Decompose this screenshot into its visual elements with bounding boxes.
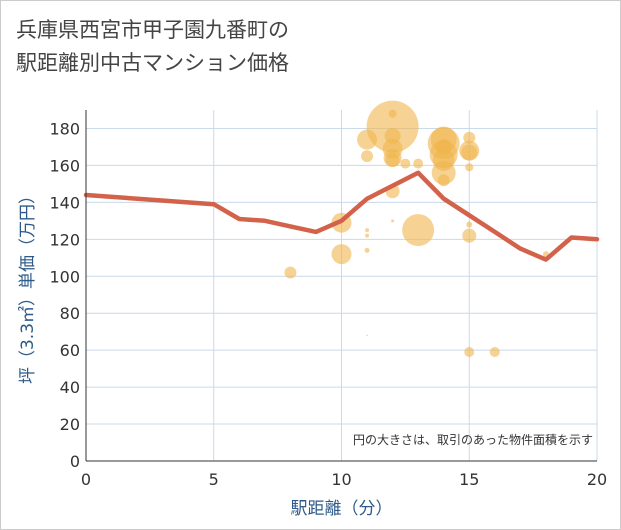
size-note: 円の大きさは、取引のあった物件面積を示す — [353, 432, 593, 447]
bubble-point — [391, 219, 395, 223]
bubble-point — [366, 334, 368, 337]
y-tick-label: 100 — [49, 267, 80, 286]
y-tick-label: 140 — [49, 193, 80, 212]
y-tick-label: 40 — [60, 378, 80, 397]
bubble-point — [413, 158, 424, 169]
x-tick-label: 0 — [81, 470, 91, 489]
bubble-point — [435, 138, 452, 155]
bubble-point — [357, 129, 378, 150]
bubble-point — [432, 148, 455, 171]
bubble-point — [489, 347, 500, 358]
x-tick-label: 5 — [209, 470, 219, 489]
bubble-point — [365, 233, 370, 238]
bubble-point — [366, 100, 419, 153]
bubble-point — [388, 109, 397, 118]
line-series — [83, 170, 600, 262]
bubble-point — [464, 347, 475, 358]
y-tick-label: 0 — [70, 452, 80, 471]
bubble-point — [361, 150, 374, 163]
average-price-line — [83, 170, 600, 262]
chart-title-line-1: 兵庫県西宮市甲子園九番町の — [16, 18, 289, 42]
grid-lines — [86, 110, 598, 461]
y-tick-label: 160 — [49, 156, 80, 175]
chart-title-line-2: 駅距離別中古マンション価格 — [16, 51, 289, 75]
y-tick-label: 120 — [49, 230, 80, 249]
bubble-point — [402, 214, 435, 247]
bubble-point — [437, 174, 450, 187]
bubble-point — [462, 228, 477, 243]
bubble-point — [385, 152, 400, 167]
bubble-point — [461, 144, 478, 161]
x-tick-label: 15 — [459, 470, 479, 489]
bubble-point — [365, 228, 370, 233]
y-tick-label: 80 — [60, 304, 80, 323]
y-tick-label: 180 — [49, 119, 80, 138]
y-axis-label: 坪（3.3㎡）単価（万円） — [18, 187, 38, 384]
bubble-point — [364, 247, 370, 253]
bubble-point — [463, 131, 476, 144]
bubble-point — [400, 158, 411, 169]
y-tick-label: 20 — [60, 415, 80, 434]
x-axis-label: 駅距離（分） — [291, 499, 393, 519]
x-tick-label: 10 — [331, 470, 351, 489]
bubble-point — [384, 127, 401, 144]
chart-title: 兵庫県西宮市甲子園九番町の 駅距離別中古マンション価格 — [16, 14, 289, 80]
x-tick-label: 20 — [587, 470, 607, 489]
bubble-point — [465, 163, 474, 172]
bubble-series — [284, 100, 549, 358]
bubble-point — [466, 221, 473, 228]
bubble-point — [331, 244, 352, 265]
bubble-point — [284, 266, 297, 279]
y-tick-label: 60 — [60, 341, 80, 360]
axes: 0 20 40 60 80 100 120 140 160 180 0 5 10 15 20 — [49, 110, 607, 489]
